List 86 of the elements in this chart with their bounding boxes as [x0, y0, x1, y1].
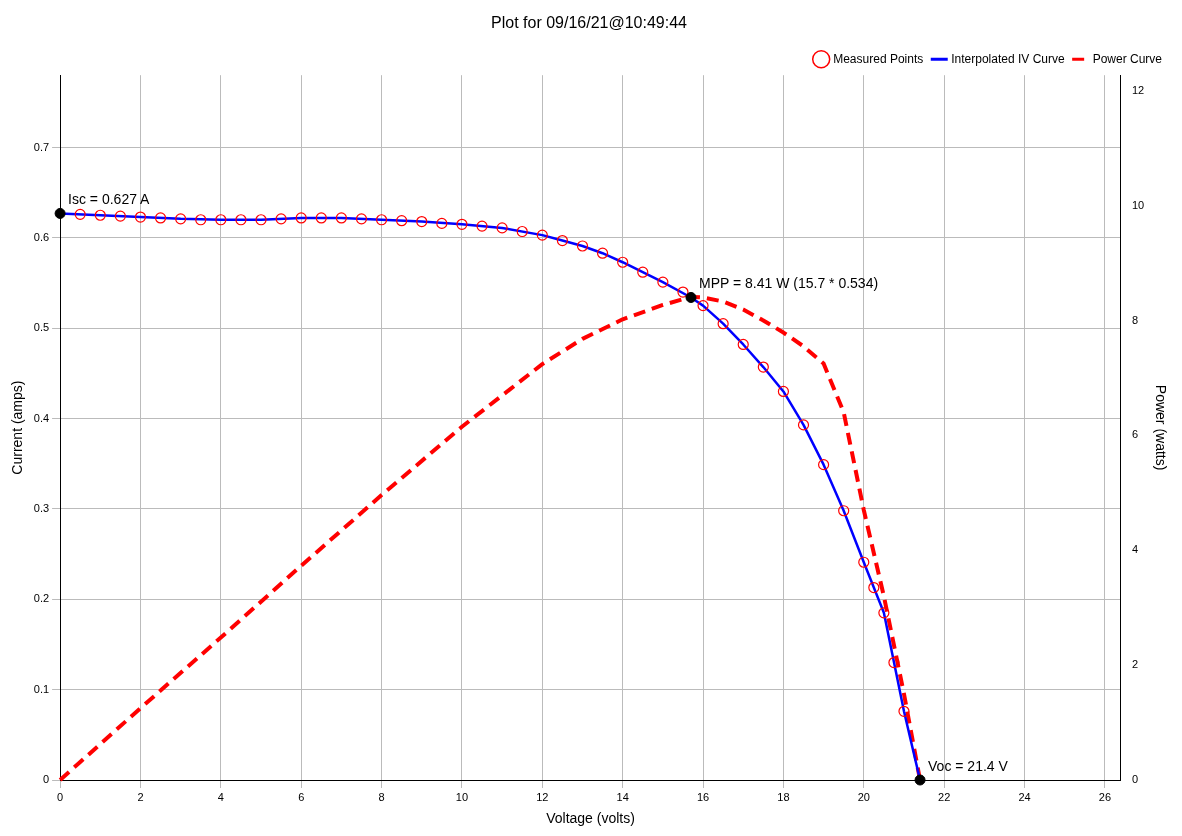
x-tick-label: 10 — [455, 790, 469, 803]
point — [154, 212, 167, 224]
point — [838, 505, 850, 517]
point — [275, 213, 287, 225]
y-tick-label: 0.6 — [33, 230, 50, 243]
point — [335, 212, 347, 224]
point — [496, 222, 508, 234]
point — [516, 225, 528, 238]
x-tick-label: 14 — [616, 790, 629, 803]
annotation: MPP = 8.41 W (15.7 * 0.534) — [698, 275, 879, 292]
x-tick-label: 6 — [298, 790, 305, 803]
point — [757, 361, 769, 373]
point — [685, 291, 697, 303]
x-tick-label: 26 — [1098, 790, 1112, 803]
point — [74, 208, 86, 220]
point — [596, 247, 609, 259]
legend-label: Measured Points — [833, 51, 924, 66]
x-tick-label: 8 — [378, 790, 385, 803]
x-tick-label: 24 — [1018, 790, 1031, 803]
x-tick-label: 0 — [57, 790, 64, 803]
point — [375, 214, 388, 226]
x-axis-title: Voltage (volts) — [546, 810, 635, 827]
y-axis-title: Current (amps) — [9, 380, 26, 475]
point — [134, 211, 147, 223]
x-tick-label: 20 — [857, 790, 870, 803]
point — [235, 214, 247, 226]
x-tick-label: 2 — [137, 790, 144, 803]
point — [868, 581, 880, 594]
y-tick-label: 0.1 — [33, 682, 50, 695]
y2-tick-label: 6 — [1131, 428, 1139, 441]
point — [697, 300, 709, 312]
point — [717, 318, 729, 330]
point — [797, 419, 810, 431]
point — [114, 210, 126, 222]
y2-axis-title: Power (watts) — [1152, 384, 1169, 471]
point — [54, 207, 66, 219]
point — [677, 286, 689, 298]
point — [215, 214, 227, 226]
point — [737, 338, 749, 351]
point — [637, 266, 649, 278]
x-tick-label: 16 — [696, 790, 710, 803]
point — [914, 774, 926, 786]
point — [818, 459, 830, 471]
point — [576, 240, 589, 252]
y2-tick-label: 2 — [1131, 658, 1139, 671]
y-tick-label: 0.5 — [33, 321, 50, 334]
chart-title: Plot for 09/16/21@10:49:44 — [491, 14, 688, 32]
x-tick-label: 4 — [217, 790, 224, 803]
point — [617, 256, 629, 268]
point — [476, 220, 488, 232]
point — [396, 215, 408, 227]
point — [858, 556, 870, 568]
legend-label: Power Curve — [1092, 51, 1163, 66]
x-tick-label: 12 — [536, 790, 549, 803]
legend-label: Interpolated IV Curve — [951, 51, 1065, 66]
point — [888, 656, 900, 669]
point — [355, 213, 368, 225]
annotation: Isc = 0.627 A — [68, 191, 151, 208]
y2-tick-label: 8 — [1131, 313, 1139, 326]
point — [777, 385, 790, 398]
x-tick-label: 22 — [938, 790, 951, 803]
point — [536, 229, 548, 241]
y-tick-label: 0.7 — [33, 140, 50, 153]
point — [436, 217, 448, 229]
point — [416, 215, 428, 228]
point — [315, 212, 327, 224]
y2-tick-label: 10 — [1131, 198, 1145, 211]
x-tick-label: 18 — [777, 790, 790, 803]
point — [255, 214, 267, 226]
point — [94, 209, 106, 221]
point — [295, 212, 307, 224]
point — [878, 607, 890, 619]
y-tick-label: 0 — [42, 773, 50, 786]
point — [898, 705, 910, 717]
point — [657, 276, 669, 288]
point — [556, 234, 568, 247]
point — [175, 213, 187, 225]
point — [456, 218, 468, 230]
y-tick-label: 0.2 — [33, 592, 50, 605]
y2-tick-label: 4 — [1131, 543, 1139, 556]
point — [195, 214, 207, 226]
y2-tick-label: 12 — [1131, 83, 1145, 96]
y-tick-label: 0.3 — [33, 501, 50, 514]
y2-tick-label: 0 — [1131, 773, 1139, 786]
y-tick-label: 0.4 — [33, 411, 50, 424]
annotation: Voc = 21.4 V — [928, 757, 1009, 774]
